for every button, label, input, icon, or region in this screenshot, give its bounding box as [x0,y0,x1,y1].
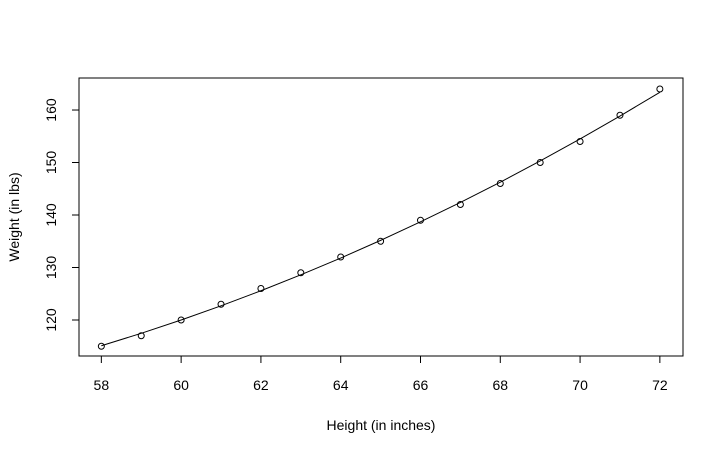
data-point [257,284,265,292]
y-tick-label: 120 [43,308,59,332]
data-point [297,269,305,277]
x-tick-label: 66 [413,377,429,393]
data-point [656,85,664,93]
fit-line [101,91,661,347]
data-point [456,201,464,209]
data-point [416,216,424,224]
x-tick-label: 62 [253,377,269,393]
x-tick-label: 72 [652,377,668,393]
data-point [616,111,624,119]
y-tick-label: 150 [43,151,59,175]
data-point [536,159,544,167]
x-tick-label: 64 [333,377,349,393]
x-tick-label: 68 [492,377,508,393]
y-axis-label: Weight (in lbs) [6,172,22,261]
x-axis-label: Height (in inches) [327,417,436,433]
data-point [496,180,504,188]
data-point [337,253,345,261]
data-point [217,300,225,308]
y-tick-label: 140 [43,203,59,227]
data-point [576,138,584,146]
y-tick-label: 160 [43,98,59,122]
data-point [377,237,385,245]
x-tick-label: 70 [572,377,588,393]
y-tick-label: 130 [43,256,59,280]
data-point [137,332,145,340]
x-tick-label: 58 [94,377,110,393]
data-point [97,342,105,350]
data-point [177,316,185,324]
x-tick-label: 60 [173,377,189,393]
